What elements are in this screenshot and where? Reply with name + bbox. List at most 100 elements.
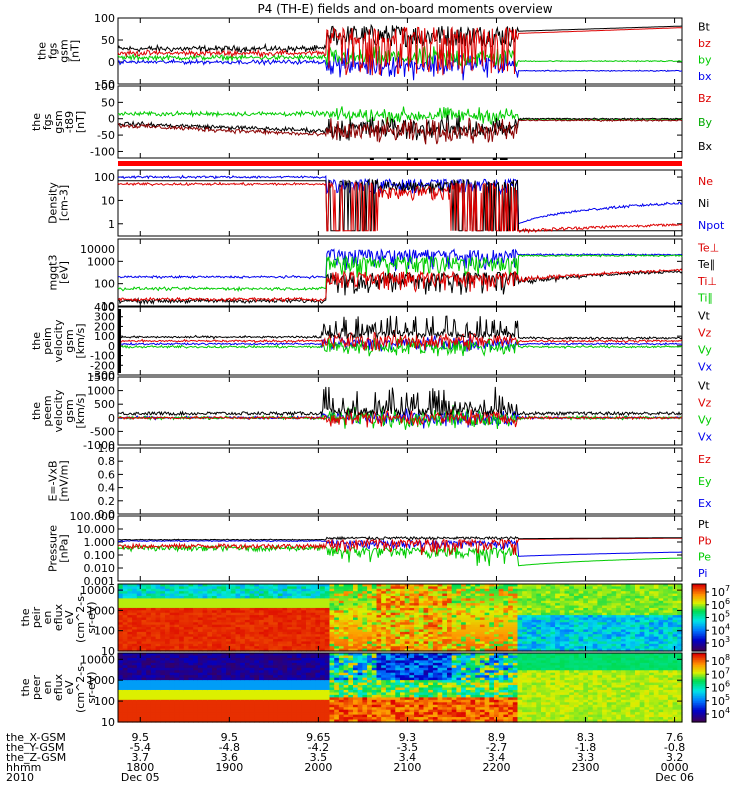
spectrogram-cell [240,665,246,669]
spectrogram-cell [512,586,519,590]
spectrogram-cell [132,584,138,587]
spectrogram-cell [376,639,382,643]
spectrogram-cell [343,598,349,602]
spectrogram-cell [240,675,246,679]
spectrogram-cell [146,648,152,652]
colorbar-cell [692,592,706,595]
spectrogram-cell [160,655,166,659]
spectrogram-cell [193,598,199,602]
spectrogram-cell [268,717,274,721]
spectrogram-cell [226,697,232,701]
spectrogram-cell [484,595,490,599]
spectrogram-cell [141,593,147,597]
spectrogram-cell [216,627,222,631]
spectrogram-cell [658,634,664,638]
spectrogram-cell [291,655,298,659]
spectrogram-cell [616,624,622,628]
spectrogram-cell [371,610,378,614]
spectrogram-cell [470,598,476,602]
spectrogram-cell [414,584,420,587]
spectrogram-cell [230,655,237,659]
spectrogram-cell [310,634,316,638]
spectrogram-cell [578,584,584,587]
spectrogram-cell [611,641,617,645]
spectrogram-cell [165,662,171,666]
spectrogram-cell [254,675,260,679]
spectrogram-cell [212,707,218,711]
spectrogram-cell [508,629,514,633]
spectrogram-cell [395,643,401,647]
spectrogram-cell [512,600,519,604]
spectrogram-cell [348,648,354,652]
spectrogram-cell [569,584,575,587]
spectrogram-cell [179,605,185,609]
spectrogram-cell [273,619,279,623]
spectrogram-cell [183,660,190,664]
spectrogram-cell [583,612,589,616]
spectrogram-cell [122,675,128,679]
spectrogram-cell [287,714,293,718]
spectrogram-cell [611,629,617,633]
spectrogram-cell [136,692,143,696]
spectrogram-cell [451,605,457,609]
spectrogram-cell [498,591,504,595]
spectrogram-cell [127,617,133,621]
spectrogram-cell [338,584,345,587]
spectrogram-cell [221,641,227,645]
spectrogram-cell [146,672,152,676]
spectrogram-cell [282,607,288,611]
spectrogram-cell [244,657,251,661]
spectrogram-cell [381,622,387,626]
spectrogram-cell [244,687,251,691]
spectrogram-cell [118,607,124,611]
spectrogram-cell [226,612,232,616]
spectrogram-cell [221,655,227,659]
spectrogram-cell [202,655,208,659]
spectrogram-cell [244,653,251,657]
spectrogram-cell [150,653,157,657]
spectrogram-cell [353,610,359,614]
spectrogram-cell [545,634,551,638]
spectrogram-cell [475,603,481,607]
spectrogram-cell [531,603,537,607]
y-tick-label: 100 [94,330,115,343]
spectrogram-cell [320,600,326,604]
spectrogram-cell [409,641,415,645]
spectrogram-cell [169,709,175,713]
spectrogram-cell [179,665,185,669]
spectrogram-cell [522,584,528,587]
spectrogram-cell [461,603,467,607]
spectrogram-cell [122,665,128,669]
spectrogram-cell [193,702,199,706]
spectrogram-cell [677,591,683,595]
spectrogram-cell [221,619,227,623]
spectrogram-cell [592,646,598,650]
spectrogram-cell [503,639,509,643]
spectrogram-cell [179,612,185,616]
spectrogram-cell [235,593,241,597]
spectrogram-cell [212,588,218,592]
spectrogram-cell [235,622,241,626]
spectrogram-cell [635,617,641,621]
spectrogram-cell [639,631,645,635]
spectrogram-cell [146,624,152,628]
spectrogram-cell [320,605,326,609]
spectrogram-cell [329,605,335,609]
spectrogram-cell [381,624,387,628]
spectrogram-cell [658,591,664,595]
spectrogram-cell [263,607,269,611]
spectrogram-cell [277,586,284,590]
spectrogram-cell [174,687,180,691]
spectrogram-cell [315,624,321,628]
spectrogram-cell [160,591,166,595]
spectrogram-cell [602,595,608,599]
spectrogram-cell [588,634,594,638]
spectrogram-cell [588,615,594,619]
spectrogram-cell [132,692,138,696]
spectrogram-cell [150,612,157,616]
spectrogram-cell [273,631,279,635]
spectrogram-cell [296,667,302,671]
spectrogram-cell [150,636,157,640]
spectrogram-cell [338,619,345,623]
spectrogram-cell [465,636,472,640]
